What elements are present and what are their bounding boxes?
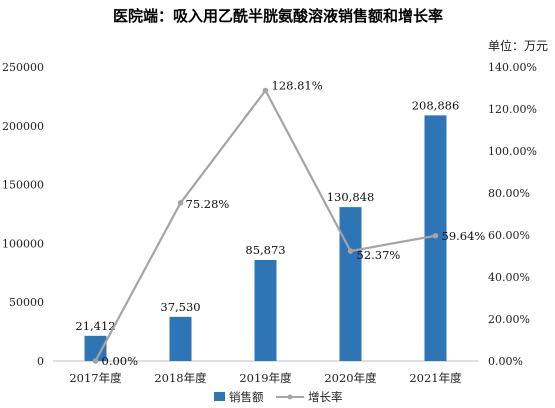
- y-tick-label: 200000: [2, 120, 44, 133]
- x-tick-label: 2020年度: [324, 371, 377, 385]
- x-axis: 2017年度 2018年度 2019年度 2020年度 2021年度: [53, 360, 478, 385]
- bar: [169, 316, 192, 361]
- line-point: [262, 87, 269, 94]
- y2-tick-label: 0.00%: [488, 355, 523, 368]
- x-tick-label: 2018年度: [154, 371, 207, 385]
- legend: 销售额 增长率: [214, 390, 343, 404]
- x-tick-label: 2017年度: [69, 371, 122, 385]
- bar: [254, 260, 277, 361]
- y-tick-label: 50000: [9, 296, 44, 309]
- bar: [84, 335, 107, 361]
- bar: [339, 207, 362, 361]
- bar-data-label: 130,848: [327, 190, 375, 204]
- right-axis: 0.00% 20.00% 40.00% 60.00% 80.00% 100.00% 120.…: [488, 61, 537, 368]
- y2-tick-label: 20.00%: [488, 313, 530, 326]
- y-tick-label: 0: [37, 355, 44, 368]
- line-point: [92, 358, 99, 364]
- left-axis: 0 50000 100000 150000 200000 250000: [2, 61, 44, 368]
- y2-tick-label: 100.00%: [488, 145, 537, 158]
- unit-label: 单位：万元: [488, 38, 548, 53]
- legend-line-label: 增长率: [308, 390, 343, 404]
- bar-series: 21,412 37,530 85,873 130,848 208,886: [75, 98, 459, 361]
- y2-tick-label: 60.00%: [488, 229, 530, 242]
- x-tick-label: 2019年度: [239, 371, 292, 385]
- line-data-label: 75.28%: [186, 197, 230, 211]
- y2-tick-label: 120.00%: [488, 103, 537, 116]
- line-data-label: 59.64%: [442, 229, 486, 243]
- line-point: [432, 232, 439, 239]
- y2-tick-label: 40.00%: [488, 271, 530, 284]
- y-tick-label: 250000: [2, 61, 44, 74]
- legend-bar-label: 销售额: [229, 390, 264, 404]
- legend-bar-swatch: [214, 392, 225, 401]
- line-series: 0.00% 75.28% 128.81% 52.37% 59.64%: [92, 78, 486, 368]
- y-tick-label: 150000: [2, 179, 44, 192]
- bar-data-label: 85,873: [245, 243, 285, 257]
- line-point: [347, 248, 354, 254]
- bar-data-label: 21,412: [75, 319, 115, 333]
- line-data-label: 128.81%: [272, 78, 323, 92]
- x-tick-label: 2021年度: [409, 371, 462, 385]
- y2-tick-label: 80.00%: [488, 187, 530, 200]
- bar-data-label: 37,530: [160, 300, 200, 314]
- line-data-label: 0.00%: [102, 354, 139, 368]
- line-point: [177, 200, 184, 206]
- y2-tick-label: 140.00%: [488, 61, 537, 74]
- bar-data-label: 208,886: [412, 98, 460, 112]
- legend-line-marker: [287, 394, 293, 400]
- chart-title: 医院端：吸入用乙酰半胱氨酸溶液销售额和增长率: [113, 7, 443, 25]
- y-tick-label: 100000: [2, 237, 44, 250]
- line-data-label: 52.37%: [357, 248, 401, 262]
